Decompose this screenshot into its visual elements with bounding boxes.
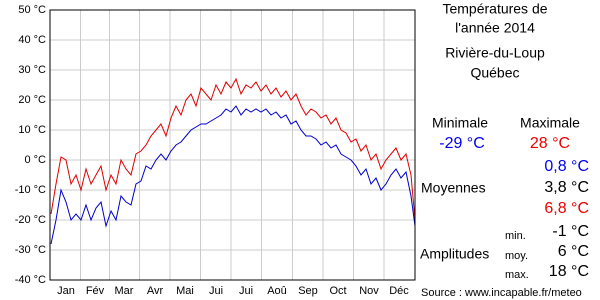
location: Québec	[470, 65, 519, 81]
y-tick-label: -40 °C	[15, 274, 46, 286]
title-line: Températures de	[442, 1, 547, 17]
amplitude-value: 18 °C	[549, 263, 589, 280]
y-tick-label: 40 °C	[18, 34, 46, 46]
y-tick-label: -20 °C	[15, 214, 46, 226]
x-tick-label: Mai	[176, 285, 194, 297]
x-tick-label: Nov	[359, 285, 379, 297]
x-tick-label: Fév	[86, 285, 105, 297]
max-label: Maximale	[520, 115, 580, 131]
x-tick-label: Oct	[329, 285, 346, 297]
amplitude-value: 6 °C	[558, 243, 589, 260]
y-tick-label: -30 °C	[15, 244, 46, 256]
max-value: 28 °C	[530, 135, 570, 152]
averages-label: Moyennes	[421, 180, 486, 196]
amplitudes-label: Amplitudes	[420, 246, 489, 262]
plot-area	[49, 9, 416, 281]
amplitude-value: -1 °C	[552, 223, 589, 240]
y-tick-label: -10 °C	[15, 184, 46, 196]
min-value: -29 °C	[439, 135, 485, 152]
plot-frame	[49, 9, 416, 281]
amplitude-label: min.	[505, 230, 526, 242]
average-max: 6,8 °C	[544, 200, 589, 217]
y-tick-label: 20 °C	[18, 94, 46, 106]
source: Source : www.incapable.fr/meteo	[421, 287, 582, 299]
average-min: 0,8 °C	[544, 158, 589, 175]
y-tick-label: 50 °C	[18, 4, 46, 16]
average-mean: 3,8 °C	[544, 179, 589, 196]
series-line	[50, 77, 416, 221]
x-tick-label: Avr	[147, 285, 164, 297]
x-tick-label: Mar	[115, 285, 134, 297]
location: Rivière-du-Loup	[445, 45, 545, 61]
title-line: l'année 2014	[455, 20, 535, 36]
x-tick-label: Sep	[298, 285, 318, 297]
amplitude-label: max.	[505, 269, 529, 281]
x-tick-label: Jui	[209, 285, 223, 297]
series-line	[50, 105, 416, 245]
y-tick-label: 30 °C	[18, 64, 46, 76]
x-tick-label: Jan	[57, 285, 75, 297]
amplitude-label: moy.	[505, 250, 528, 262]
y-tick-label: 10 °C	[18, 124, 46, 136]
x-tick-label: Aoû	[267, 285, 287, 297]
x-tick-label: Jui	[239, 285, 253, 297]
min-label: Minimale	[432, 115, 488, 131]
x-tick-label: Déc	[389, 285, 409, 297]
y-tick-label: 0 °C	[24, 154, 46, 166]
